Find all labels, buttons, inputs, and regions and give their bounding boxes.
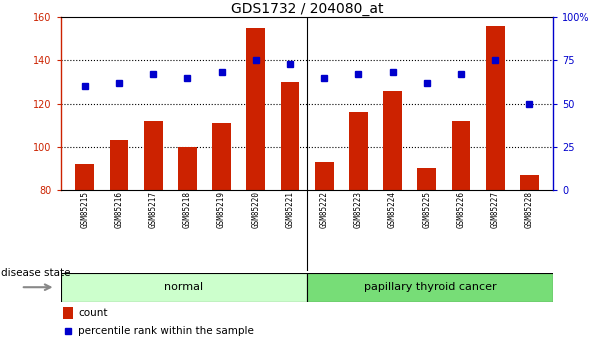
Text: percentile rank within the sample: percentile rank within the sample [78,326,254,335]
Text: GSM85226: GSM85226 [457,191,466,228]
Bar [75,164,94,190]
Bar [417,168,436,190]
Text: GSM85227: GSM85227 [491,191,500,228]
Bar [109,140,128,190]
Bar [349,112,368,190]
Text: GSM85223: GSM85223 [354,191,363,228]
Text: GSM85215: GSM85215 [80,191,89,228]
Bar [280,82,299,190]
Bar [178,147,197,190]
Bar [452,121,471,190]
Bar [315,162,334,190]
Bar [307,273,553,302]
Text: count: count [78,308,108,318]
Bar [63,307,73,319]
Bar [486,26,505,190]
Bar [212,123,231,190]
Bar [61,273,307,302]
Text: GSM85222: GSM85222 [320,191,329,228]
Bar [383,90,402,190]
Text: GSM85224: GSM85224 [388,191,397,228]
Text: papillary thyroid cancer: papillary thyroid cancer [364,282,497,292]
Text: GSM85218: GSM85218 [183,191,192,228]
Text: disease state: disease state [1,268,70,278]
Text: GSM85228: GSM85228 [525,191,534,228]
Text: GSM85217: GSM85217 [148,191,157,228]
Text: GSM85219: GSM85219 [217,191,226,228]
Bar [143,121,162,190]
Text: GSM85221: GSM85221 [285,191,294,228]
Text: normal: normal [164,282,204,292]
Text: GSM85225: GSM85225 [422,191,431,228]
Bar [520,175,539,190]
Text: GSM85220: GSM85220 [251,191,260,228]
Text: GSM85216: GSM85216 [114,191,123,228]
Bar [246,28,265,190]
Title: GDS1732 / 204080_at: GDS1732 / 204080_at [231,2,383,16]
